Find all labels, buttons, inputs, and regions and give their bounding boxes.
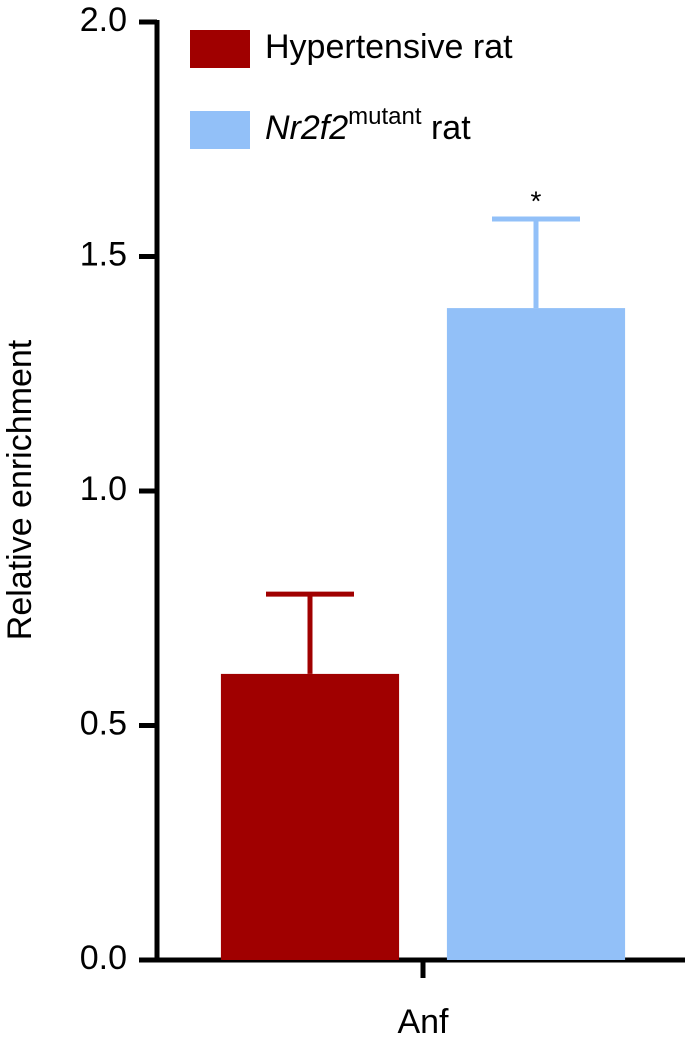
y-tick-label: 1.5 <box>80 235 127 273</box>
legend-label: Hypertensive rat <box>265 28 513 66</box>
legend-label: Nr2f2mutant rat <box>265 103 471 147</box>
legend-swatch <box>190 30 250 68</box>
bar <box>446 308 626 961</box>
y-tick-label: 0.5 <box>80 704 127 742</box>
y-tick-label: 2.0 <box>80 1 127 39</box>
bar <box>220 673 400 960</box>
y-tick-label: 0.0 <box>80 939 127 977</box>
legend-label-part: mutant <box>348 103 422 130</box>
x-tick-label: Anf <box>397 1003 449 1041</box>
significance-mark: * <box>531 185 542 216</box>
y-tick-label: 1.0 <box>80 470 127 508</box>
legend-swatch <box>190 111 250 149</box>
legend-label-part: rat <box>422 109 472 147</box>
legend-label-part: Nr2f2 <box>265 109 348 147</box>
y-axis-label: Relative enrichment <box>1 339 39 640</box>
